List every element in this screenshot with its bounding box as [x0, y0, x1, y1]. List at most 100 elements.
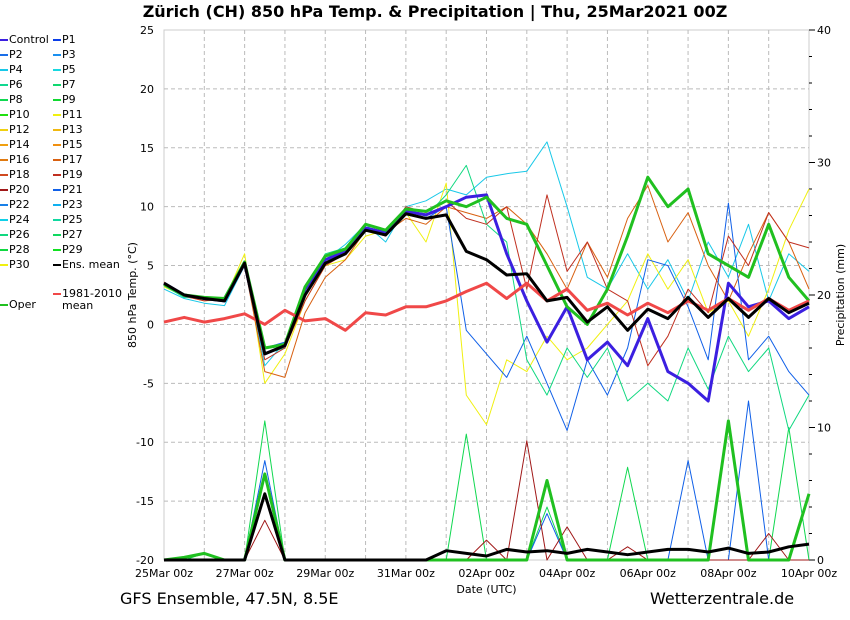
legend-label: P1 — [62, 33, 76, 46]
legend-item: P6 — [0, 79, 23, 91]
legend-item: P13 — [53, 124, 83, 136]
legend-item: P25 — [53, 214, 83, 226]
legend-label: Control — [9, 33, 49, 46]
x-tick-label: 29Mar 00z — [296, 567, 354, 580]
temp-line-ens-mean — [163, 212, 810, 356]
legend-swatch — [53, 39, 61, 41]
legend-label: P12 — [9, 123, 30, 136]
legend-item: P16 — [0, 154, 30, 166]
legend-swatch — [53, 264, 61, 266]
y-axis-label: 850 hPa Temp. (°C) — [126, 242, 139, 348]
y-right-tick-label: 40 — [817, 24, 831, 37]
y-tick-label: 25 — [140, 24, 154, 37]
temp-line-1981-2010-mean — [163, 281, 810, 332]
legend-swatch — [53, 54, 61, 56]
y-tick-label: 5 — [147, 260, 154, 273]
legend-label: P16 — [9, 153, 30, 166]
legend-item: Control — [0, 34, 49, 46]
x-tick-label: 08Apr 00z — [700, 567, 757, 580]
x-tick-label: 10Apr 00z — [781, 567, 838, 580]
legend-swatch — [0, 159, 8, 161]
x-tick-label: 31Mar 00z — [377, 567, 435, 580]
temp-line-p17 — [163, 185, 810, 378]
legend-item: P17 — [53, 154, 83, 166]
precip-line-oper — [163, 419, 811, 562]
legend-label: P21 — [62, 183, 83, 196]
legend-item: P2 — [0, 49, 23, 61]
y-tick-label: 0 — [147, 318, 154, 331]
temp-line-oper — [163, 175, 811, 350]
legend-label-2: mean — [62, 299, 94, 312]
legend-label: P23 — [62, 198, 83, 211]
legend-label: P17 — [62, 153, 83, 166]
legend-item: P24 — [0, 214, 30, 226]
legend-item: P19 — [53, 169, 83, 181]
legend-label: P3 — [62, 48, 76, 61]
legend-swatch — [0, 204, 8, 206]
legend-label: P7 — [62, 78, 76, 91]
legend-swatch — [0, 249, 8, 251]
legend-label: P19 — [62, 168, 83, 181]
y-right-tick-label: 20 — [817, 289, 831, 302]
legend-label: P14 — [9, 138, 30, 151]
legend-item: P12 — [0, 124, 30, 136]
legend-swatch — [53, 129, 61, 131]
legend-swatch — [53, 189, 61, 191]
legend-label: P5 — [62, 63, 76, 76]
x-tick-label: 06Apr 00z — [620, 567, 677, 580]
legend-item: P8 — [0, 94, 23, 106]
x-tick-label: 25Mar 00z — [135, 567, 193, 580]
legend-label: P18 — [9, 168, 30, 181]
legend-item: P26 — [0, 229, 30, 241]
y-right-tick-label: 0 — [817, 554, 824, 567]
legend-label: P20 — [9, 183, 30, 196]
legend-swatch — [0, 54, 8, 56]
legend-item: P9 — [53, 94, 76, 106]
legend-item: P30 — [0, 259, 30, 271]
legend-swatch — [53, 99, 61, 101]
legend-swatch — [53, 159, 61, 161]
legend-label: P28 — [9, 243, 30, 256]
x-tick-label: 04Apr 00z — [539, 567, 596, 580]
legend-swatch — [0, 174, 8, 176]
legend-item: P18 — [0, 169, 30, 181]
y-tick-label: -10 — [136, 436, 154, 449]
legend-item: P29 — [53, 244, 83, 256]
precip-line-ens-mean — [164, 492, 810, 562]
legend-label: P8 — [9, 93, 23, 106]
legend-item: P27 — [53, 229, 83, 241]
legend-swatch — [0, 189, 8, 191]
legend-label: P22 — [9, 198, 30, 211]
x-axis-label: Date (UTC) — [456, 583, 516, 596]
legend-swatch — [53, 174, 61, 176]
legend-swatch — [53, 219, 61, 221]
legend-item: P3 — [53, 49, 76, 61]
legend-item: P10 — [0, 109, 30, 121]
legend-label: P24 — [9, 213, 30, 226]
legend-swatch — [53, 114, 61, 116]
legend-label: P2 — [9, 48, 23, 61]
legend-swatch — [0, 219, 8, 221]
legend-label: P26 — [9, 228, 30, 241]
legend-label: P27 — [62, 228, 83, 241]
legend-item-oper: Oper — [0, 299, 36, 311]
footer-site: Wetterzentrale.de — [650, 589, 795, 608]
legend-swatch — [0, 234, 8, 236]
legend-swatch — [0, 144, 8, 146]
y-tick-label: 20 — [140, 83, 154, 96]
legend-label: Ens. mean — [62, 258, 120, 271]
y-tick-label: -5 — [143, 377, 154, 390]
legend-label: P15 — [62, 138, 83, 151]
legend-label: P9 — [62, 93, 76, 106]
legend-swatch — [53, 293, 61, 295]
legend-label: Oper — [9, 298, 36, 311]
legend-label: P13 — [62, 123, 83, 136]
legend-item: P1 — [53, 34, 76, 46]
legend-swatch — [0, 39, 8, 41]
x-tick-label: 02Apr 00z — [458, 567, 515, 580]
legend-item: P5 — [53, 64, 76, 76]
legend-item: P23 — [53, 199, 83, 211]
legend-label: P6 — [9, 78, 23, 91]
chart-title: Zürich (CH) 850 hPa Temp. & Precipitatio… — [142, 2, 728, 21]
legend-swatch — [0, 114, 8, 116]
